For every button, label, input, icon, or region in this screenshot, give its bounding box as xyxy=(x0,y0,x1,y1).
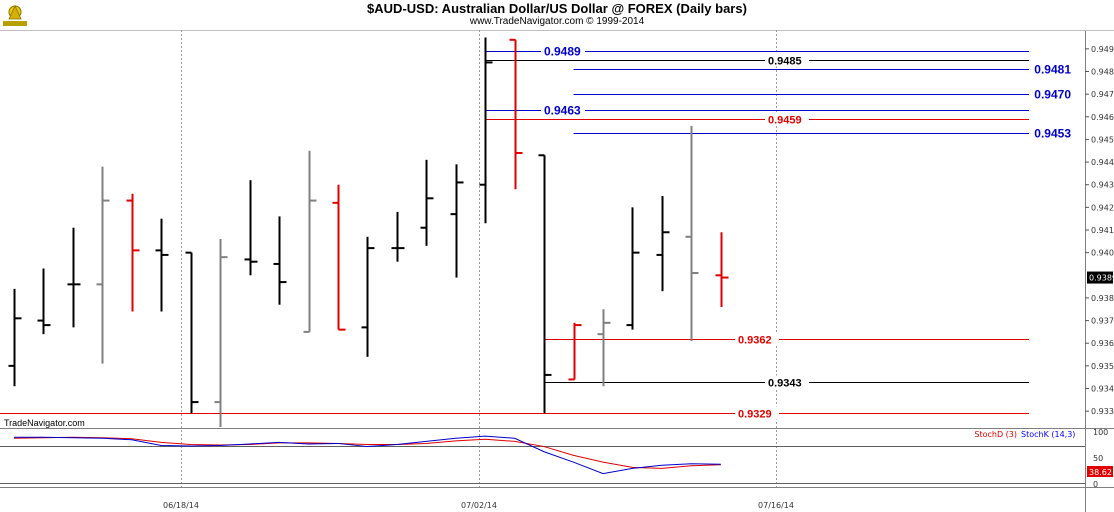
level-label-bg xyxy=(1029,62,1073,76)
level-label: 0.9453 xyxy=(1034,127,1071,141)
level-label-bg xyxy=(541,103,585,117)
level-label: 0.9470 xyxy=(1034,88,1071,102)
level-label-bg xyxy=(765,375,809,389)
level-label: 0.9459 xyxy=(768,115,802,127)
stoch-series-line xyxy=(13,436,721,469)
copyright-text: www.TradeNavigator.com © 1999-2014 xyxy=(469,16,645,27)
price-tick-label: 0.9470 xyxy=(1091,90,1114,99)
date-tick-label: 06/18/14 xyxy=(163,501,199,510)
stoch-tick-label: 100 xyxy=(1093,428,1108,437)
level-label-bg xyxy=(541,44,585,58)
level-label: 0.9481 xyxy=(1034,63,1071,77)
stoch-value-box xyxy=(1087,466,1113,477)
stoch-tick-label: 0 xyxy=(1093,480,1098,489)
level-label: 0.9343 xyxy=(768,378,802,390)
date-axis-panel xyxy=(0,498,1114,512)
stoch-tick-label: 50 xyxy=(1093,454,1103,463)
stoch-value-label: 38.62 xyxy=(1089,468,1112,477)
tradenavigator-logo-icon[interactable] xyxy=(2,2,28,33)
stoch-legend-d: StochD (3) xyxy=(974,430,1017,439)
current-price-label: 0.9389 xyxy=(1089,274,1114,283)
chart-title: $AUD-USD: Australian Dollar/US Dollar @ … xyxy=(367,1,747,16)
level-label-bg xyxy=(735,332,779,346)
level-label-bg xyxy=(735,406,779,420)
stoch-series-line xyxy=(14,435,721,475)
level-label: 0.9362 xyxy=(738,335,772,347)
chart-header: $AUD-USD: Australian Dollar/US Dollar @ … xyxy=(0,0,1114,30)
level-label-bg xyxy=(765,112,809,126)
level-label-bg xyxy=(1029,87,1073,101)
level-label-bg xyxy=(765,53,809,67)
stoch-legend-k: StochK (14,3) xyxy=(1021,430,1075,439)
level-label: 0.9485 xyxy=(768,56,802,68)
date-tick-label: 07/16/14 xyxy=(758,501,794,510)
level-label: 0.9489 xyxy=(544,45,581,59)
level-label: 0.9463 xyxy=(544,104,581,118)
current-price-box xyxy=(1087,271,1113,284)
level-label-bg xyxy=(1029,126,1073,140)
level-label: 0.9329 xyxy=(738,409,772,421)
tradenavigator-watermark: TradeNavigator.com xyxy=(4,418,85,428)
date-tick-label: 07/02/14 xyxy=(461,501,497,510)
price-axis-panel xyxy=(1085,30,1114,512)
